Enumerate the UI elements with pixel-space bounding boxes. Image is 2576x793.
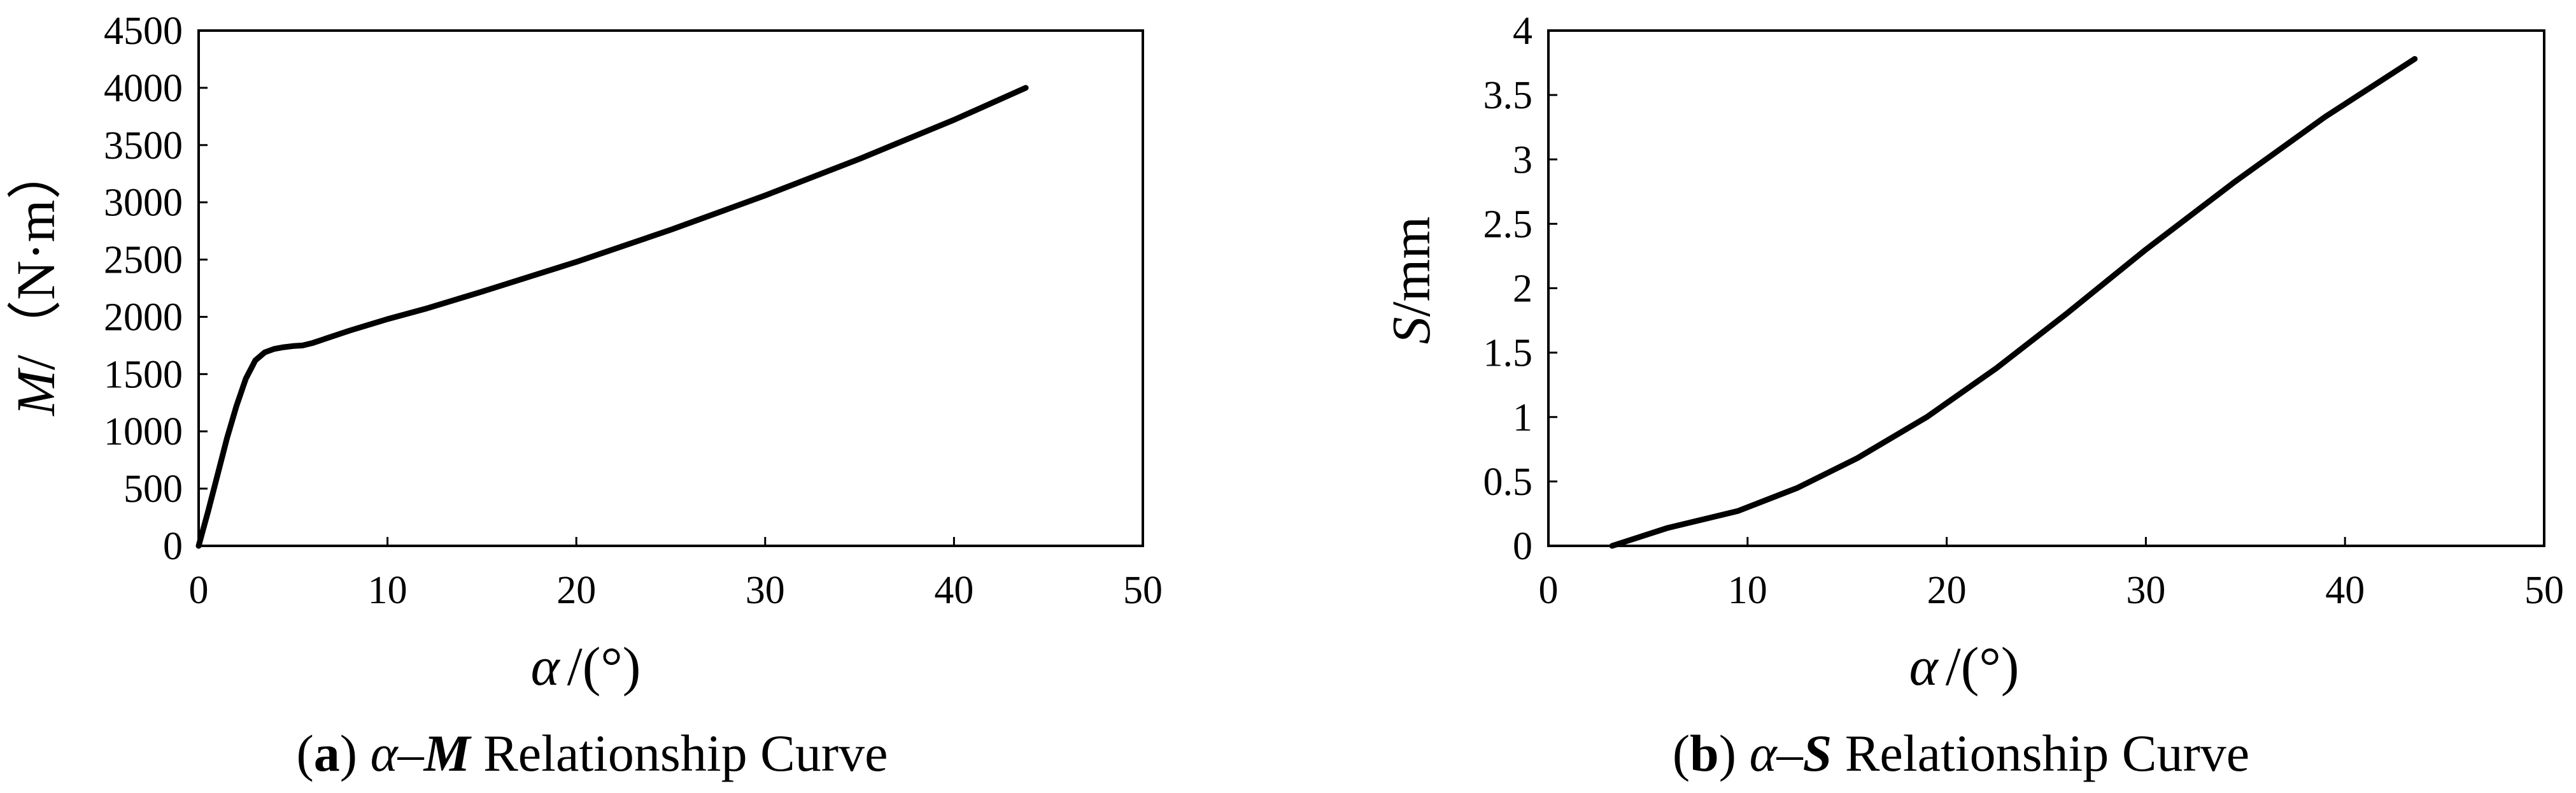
y-tick-label: 3000 (104, 182, 183, 225)
y-tick-label: 3500 (104, 124, 183, 168)
x-tick-label: 10 (368, 569, 407, 612)
y-tick-label: 3 (1513, 138, 1532, 182)
y-axis-symbol: M (5, 368, 66, 417)
panel-caption: (a) α–M Relationship Curve (296, 724, 888, 782)
x-tick-label: 40 (2325, 569, 2365, 612)
y-axis-unit: /（N·m） (5, 145, 66, 370)
x-tick-label: 50 (2524, 569, 2564, 612)
panel-label: b (1690, 724, 1719, 782)
y-tick-label: 500 (124, 468, 183, 511)
y-tick-label: 4500 (104, 10, 183, 53)
y-tick-label: 0.5 (1483, 461, 1533, 504)
caption-symbol: M (423, 724, 472, 782)
plot-frame (197, 29, 1144, 547)
x-tick-label: 20 (1927, 569, 1967, 612)
caption-prefix: α– (371, 724, 425, 782)
series-line (195, 85, 1029, 549)
y-axis-label: M/（N·m） (5, 145, 66, 417)
y-tick-label: 2.5 (1483, 203, 1533, 246)
x-tick-label: 40 (934, 569, 973, 612)
y-tick-label: 0 (1513, 525, 1532, 568)
panel-caption: (b) α–S Relationship Curve (1673, 724, 2249, 782)
x-tick-label: 0 (1539, 569, 1559, 612)
plot-frame (1547, 29, 2545, 547)
y-axis-label: S/mm (1380, 217, 1441, 345)
series-line (1609, 56, 2418, 549)
y-tick-label: 1500 (104, 353, 183, 396)
chart-alpha-s: 0 10 20 30 40 50 0 0.5 1 1.5 2 2.5 3 3.5 4 α/(°) S/mm (b)… (1380, 10, 2564, 782)
x-axis-symbol: α (1909, 636, 1939, 697)
caption-prefix: α– (1750, 724, 1804, 782)
y-tick-label: 2000 (104, 296, 183, 339)
x-axis-label: α/(°) (531, 636, 641, 697)
x-tick-label: 0 (189, 569, 209, 612)
y-tick-label: 4000 (104, 67, 183, 110)
y-tick-label: 0 (163, 525, 183, 568)
x-tick-label: 50 (1123, 569, 1163, 612)
y-tick-label: 3.5 (1483, 74, 1533, 117)
x-tick-label: 30 (746, 569, 785, 612)
x-axis-label: α/(°) (1909, 636, 2020, 697)
x-axis-unit: /(°) (1946, 636, 2020, 697)
caption-text: Relationship Curve (1832, 724, 2249, 782)
y-tick-label: 1000 (104, 410, 183, 454)
x-tick-label: 10 (1728, 569, 1767, 612)
y-tick-label: 4 (1513, 10, 1532, 53)
x-axis-symbol: α (531, 636, 561, 697)
caption-text: Relationship Curve (471, 724, 888, 782)
x-tick-label: 20 (556, 569, 596, 612)
caption-symbol: S (1803, 724, 1832, 782)
y-tick-label: 1 (1513, 396, 1532, 439)
panel-label: a (314, 724, 340, 782)
y-axis-unit: /mm (1380, 217, 1441, 317)
x-tick-label: 30 (2126, 569, 2165, 612)
x-axis-unit: /(°) (567, 636, 641, 697)
y-axis-symbol: S (1380, 317, 1441, 344)
y-tick-label: 2500 (104, 239, 183, 282)
chart-alpha-m: 0 10 20 30 40 5005001000150020002500300035004… (5, 10, 1163, 782)
y-tick-label: 1.5 (1483, 332, 1533, 375)
y-tick-label: 2 (1513, 268, 1532, 311)
